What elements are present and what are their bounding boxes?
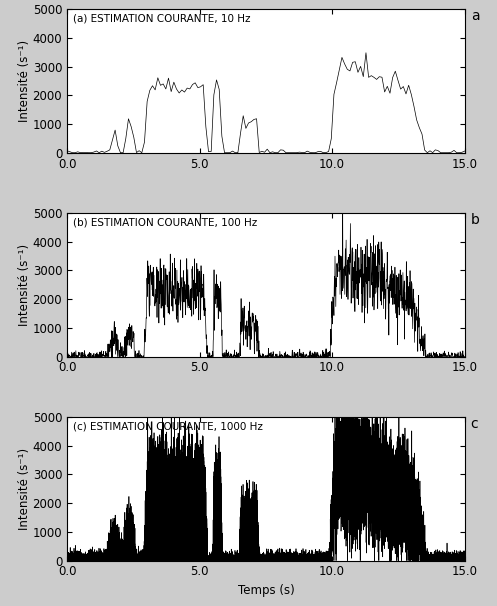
X-axis label: Temps (s): Temps (s) <box>238 584 294 597</box>
Text: b: b <box>471 213 480 227</box>
Text: a: a <box>471 9 479 23</box>
Text: (a) ESTIMATION COURANTE, 10 Hz: (a) ESTIMATION COURANTE, 10 Hz <box>73 13 250 24</box>
Y-axis label: Intensité (s⁻¹): Intensité (s⁻¹) <box>18 244 31 326</box>
Text: (c) ESTIMATION COURANTE, 1000 Hz: (c) ESTIMATION COURANTE, 1000 Hz <box>73 421 263 431</box>
Y-axis label: Intensité (s⁻¹): Intensité (s⁻¹) <box>18 40 31 122</box>
Text: c: c <box>471 417 478 431</box>
Y-axis label: Intensité (s⁻¹): Intensité (s⁻¹) <box>18 448 31 530</box>
Text: (b) ESTIMATION COURANTE, 100 Hz: (b) ESTIMATION COURANTE, 100 Hz <box>73 218 257 227</box>
